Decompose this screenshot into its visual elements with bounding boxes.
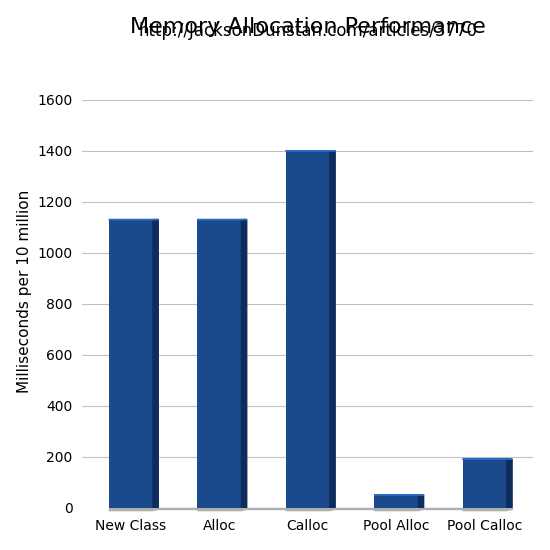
Polygon shape <box>463 509 512 510</box>
Polygon shape <box>419 495 424 508</box>
Bar <box>285 151 330 508</box>
Polygon shape <box>330 151 335 508</box>
Polygon shape <box>109 509 158 510</box>
Title: Memory Allocation Performance: Memory Allocation Performance <box>130 16 486 37</box>
Polygon shape <box>241 219 247 508</box>
Text: http://JacksonDunstan.com/articles/3770: http://JacksonDunstan.com/articles/3770 <box>138 21 477 40</box>
Polygon shape <box>507 459 512 508</box>
Polygon shape <box>285 509 335 510</box>
Polygon shape <box>109 508 512 509</box>
Bar <box>109 219 153 508</box>
Y-axis label: Milliseconds per 10 million: Milliseconds per 10 million <box>16 189 32 393</box>
Polygon shape <box>153 219 158 508</box>
Bar <box>197 219 241 508</box>
Polygon shape <box>374 509 424 510</box>
Bar <box>463 459 507 508</box>
Bar <box>374 495 419 508</box>
Polygon shape <box>197 509 247 510</box>
